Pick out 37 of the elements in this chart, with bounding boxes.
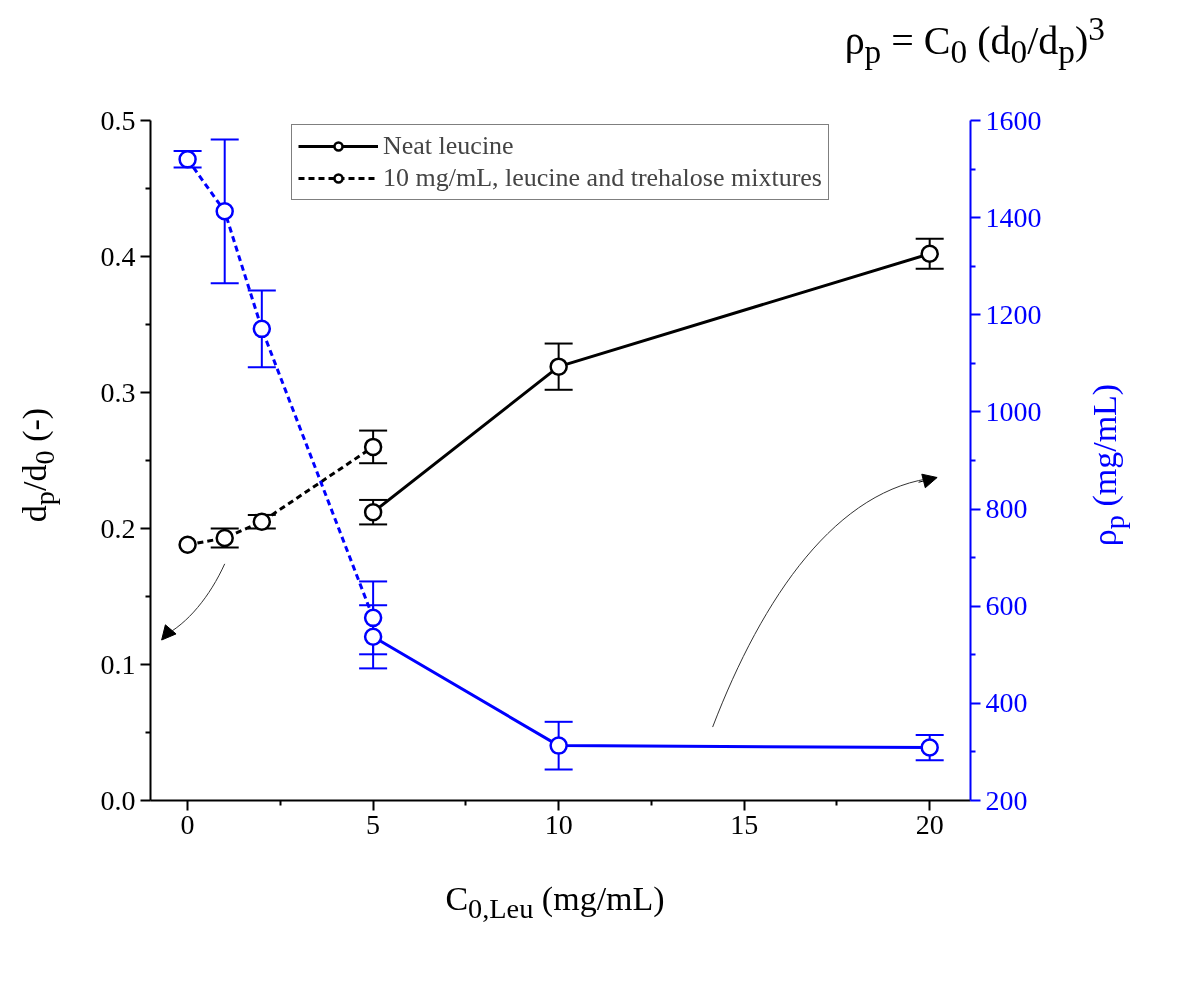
- y-tick-label: 0.3: [100, 376, 136, 408]
- y-tick-label: 0.1: [100, 648, 136, 680]
- point: [549, 736, 568, 755]
- y2-tick-label: 800: [985, 493, 1028, 525]
- x-tick-label: 5: [366, 808, 381, 840]
- y2-tick-label: 400: [985, 687, 1028, 719]
- point: [215, 202, 234, 221]
- x-tick-label: 15: [730, 808, 759, 840]
- point: [215, 528, 234, 548]
- y-tick-label: 0.4: [100, 240, 136, 272]
- point: [363, 627, 383, 647]
- legend-label: Neat leucine: [383, 131, 514, 161]
- point: [252, 512, 272, 531]
- point: [363, 437, 383, 457]
- x-axis-title: C$_{0,Leu}$ (mg/mL): [444, 879, 666, 926]
- point: [920, 244, 939, 264]
- point: [178, 535, 197, 555]
- y2-tick-label: 1600: [985, 104, 1042, 136]
- x-tick-label: 20: [915, 808, 944, 840]
- point: [549, 357, 568, 376]
- text: ρ$_{p}$ = C$_{0}$ (d$_{0}$/d$_{p}$)$^{3}$: [844, 10, 1105, 71]
- y2-tick-label: 1200: [985, 298, 1042, 330]
- y2-tick-label: 1000: [985, 395, 1042, 427]
- point: [178, 150, 197, 169]
- legend-label: 10 mg/mL, leucine and trehalose mixtures: [383, 163, 822, 193]
- y2-tick-label: 600: [985, 590, 1028, 622]
- point: [363, 502, 383, 522]
- y-tick-label: 0.2: [100, 512, 136, 544]
- y2-tick-label: 1400: [985, 201, 1042, 233]
- y2-tick-label: 200: [985, 784, 1028, 816]
- x-tick-label: 0: [180, 808, 195, 840]
- y-tick-label: 0.5: [100, 104, 136, 136]
- point: [920, 738, 939, 757]
- point: [252, 319, 272, 339]
- point: [363, 608, 383, 628]
- x-tick-label: 10: [544, 808, 573, 840]
- y-tick-label: 0.0: [100, 784, 136, 816]
